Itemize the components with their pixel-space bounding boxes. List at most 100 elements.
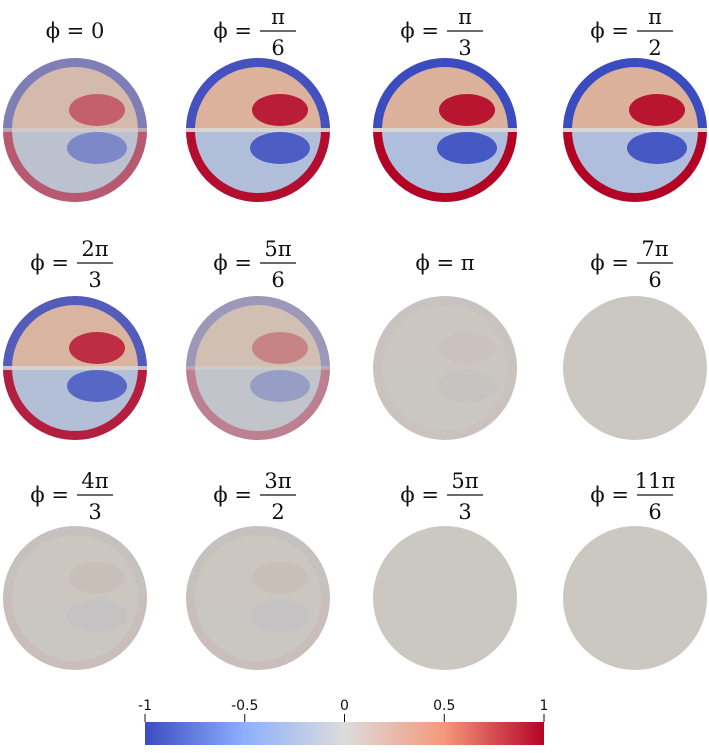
field — [186, 526, 330, 670]
panel: ϕ = π 6 — [186, 5, 330, 202]
midline — [373, 128, 517, 132]
upper-vortex — [252, 94, 308, 126]
rim-top — [186, 526, 330, 599]
colorbar-tick-label: 0 — [340, 698, 349, 714]
rim-top — [3, 296, 147, 369]
lower-vortex — [67, 600, 127, 632]
panel-label: ϕ = 0 — [46, 19, 105, 43]
panel-label-lhs: ϕ = — [400, 19, 439, 43]
rim-top — [186, 58, 330, 131]
colorbar-tick-label: 1 — [540, 698, 549, 714]
panel-label-numerator: 2π — [81, 237, 108, 261]
panel: ϕ = 0 — [3, 19, 147, 202]
disk — [3, 526, 147, 670]
panel: ϕ = 3π 2 — [186, 469, 330, 670]
panel-label-numerator: 5π — [451, 469, 478, 493]
panel-label-denominator: 2 — [648, 36, 661, 60]
field — [3, 526, 147, 670]
disk — [563, 296, 707, 440]
panel-label-denominator: 6 — [271, 268, 284, 292]
panel-label-lhs: ϕ = — [400, 483, 439, 507]
panel-label-lhs: ϕ = — [213, 483, 252, 507]
panel-label-numerator: 4π — [81, 469, 108, 493]
field — [186, 296, 330, 440]
panel-label-lhs: ϕ = — [590, 19, 629, 43]
panel-label-denominator: 6 — [648, 500, 661, 524]
disk — [373, 526, 517, 670]
upper-vortex — [439, 94, 495, 126]
lower-vortex — [250, 600, 310, 632]
upper-vortex — [69, 94, 125, 126]
midline — [3, 366, 147, 370]
disk — [186, 296, 330, 440]
panel: ϕ = π 3 — [373, 5, 517, 202]
panel: ϕ = π 2 — [563, 5, 707, 202]
rim-bottom — [3, 129, 147, 202]
rim-bottom — [3, 597, 147, 670]
panel-label-numerator: π — [648, 5, 662, 29]
panel: ϕ = 5π 6 — [186, 237, 330, 440]
panel: ϕ = 5π 3 — [373, 469, 517, 670]
midline — [3, 128, 147, 132]
field — [3, 58, 147, 202]
panel-label-numerator: 3π — [264, 469, 291, 493]
midline — [3, 596, 147, 600]
upper-vortex — [69, 562, 125, 594]
rim-bottom — [186, 597, 330, 670]
colorbar-tick-label: 0.5 — [433, 698, 455, 714]
panel: ϕ = 2π 3 — [3, 237, 147, 440]
panel-label-lhs: ϕ = — [590, 483, 629, 507]
lower-vortex — [437, 370, 497, 402]
panel-label-denominator: 6 — [271, 36, 284, 60]
panel-label-lhs: ϕ = — [30, 251, 69, 275]
panel: ϕ = 7π 6 — [563, 237, 707, 440]
field — [373, 296, 517, 440]
disk — [373, 296, 517, 440]
panel-label-denominator: 3 — [458, 500, 471, 524]
field — [3, 296, 147, 440]
field — [373, 58, 517, 202]
lower-vortex — [250, 370, 310, 402]
midline — [186, 128, 330, 132]
midline — [186, 366, 330, 370]
lower-vortex — [627, 132, 687, 164]
panel-label-denominator: 3 — [458, 36, 471, 60]
midline — [373, 366, 517, 370]
panel-label-denominator: 2 — [271, 500, 284, 524]
colorbar-tick-label: -0.5 — [231, 698, 258, 714]
panel-label-lhs: ϕ = — [213, 251, 252, 275]
rim-bottom — [563, 129, 707, 202]
upper-vortex — [629, 94, 685, 126]
panel-label-denominator: 3 — [88, 500, 101, 524]
colorbar — [145, 722, 544, 745]
rim-bottom — [373, 129, 517, 202]
upper-vortex — [69, 332, 125, 364]
rim-top — [563, 58, 707, 131]
field — [563, 58, 707, 202]
colorbar-tick-label: -1 — [138, 698, 152, 714]
field — [186, 58, 330, 202]
panel: ϕ = 4π 3 — [3, 469, 147, 670]
upper-vortex — [252, 332, 308, 364]
panel-label-numerator: π — [271, 5, 285, 29]
panel-label-denominator: 3 — [88, 268, 101, 292]
panel-label-lhs: ϕ = — [30, 483, 69, 507]
rim-top — [3, 58, 147, 131]
rim-bottom — [186, 129, 330, 202]
midline — [563, 128, 707, 132]
panel-label-denominator: 6 — [648, 268, 661, 292]
lower-vortex — [67, 370, 127, 402]
panel: ϕ =11π 6 — [563, 469, 707, 670]
upper-vortex — [252, 562, 308, 594]
midline — [186, 596, 330, 600]
lower-vortex — [67, 132, 127, 164]
panel-label-numerator: 7π — [641, 237, 668, 261]
panel-label-lhs: ϕ = — [590, 251, 629, 275]
rim-top — [3, 526, 147, 599]
panel-label-numerator: π — [458, 5, 472, 29]
panel-label: ϕ = π — [415, 251, 474, 275]
disk — [563, 526, 707, 670]
disk — [186, 526, 330, 670]
lower-vortex — [250, 132, 310, 164]
